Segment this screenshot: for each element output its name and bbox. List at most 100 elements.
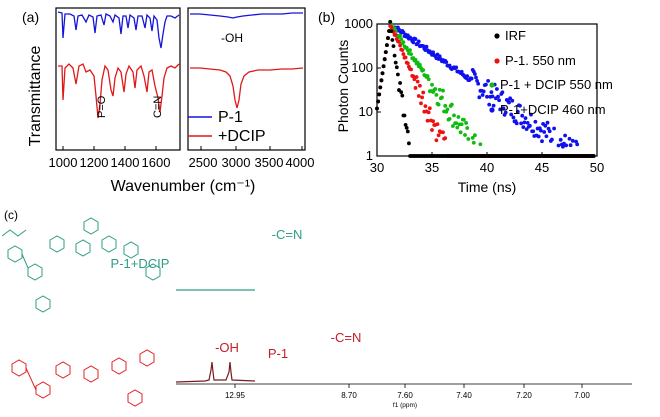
decay-point (389, 29, 394, 34)
decay-point (515, 109, 520, 114)
decay-point (528, 123, 532, 128)
decay-point (522, 120, 527, 125)
decay-point (394, 65, 399, 70)
decay-xtick-label: 45 (535, 160, 549, 175)
nmr-label-p1-dcip: P-1+DCIP (111, 256, 170, 271)
decay-point (459, 122, 464, 127)
ir-annot-oh: -OH (221, 31, 243, 45)
decay-point (434, 138, 439, 143)
decay-point (411, 74, 416, 79)
panel-b-label: (b) (318, 9, 335, 25)
decay-point (437, 54, 442, 59)
ir-left-ticks (62, 146, 157, 150)
decay-point (469, 76, 474, 81)
panel-a: (a) Transmittance 1000 1200 1400 1600 25… (22, 7, 315, 195)
decay-point (399, 37, 404, 41)
decay-point (396, 72, 400, 77)
panel-a-ylabel: Transmittance (27, 46, 44, 147)
ir-series-dcip-right (190, 67, 304, 109)
nmr-tick-7.00: 7.00 (574, 391, 590, 400)
decay-point (375, 106, 379, 111)
decay-point (543, 123, 548, 128)
nmr-annot-oh: -OH (215, 340, 239, 355)
decay-point (397, 39, 401, 44)
decay-point (455, 125, 460, 130)
decay-point (420, 95, 424, 100)
decay-point (529, 112, 533, 117)
ir-xlabel: Wavenumber (cm⁻¹) (111, 178, 256, 195)
ir-left-tick-1000: 1000 (49, 155, 78, 170)
decay-point (398, 81, 402, 85)
decay-point (570, 138, 575, 143)
decay-xtick-label: 40 (480, 160, 494, 175)
decay-point (558, 137, 563, 142)
decay-point (458, 130, 463, 135)
ir-left-tick-1400: 1400 (111, 155, 140, 170)
decay-point (441, 88, 445, 93)
decay-point (391, 44, 396, 48)
decay-point (519, 121, 523, 126)
decay-point (501, 106, 506, 111)
nmr-tick-7.40: 7.40 (456, 391, 472, 400)
decay-point (508, 96, 512, 101)
decay-point (388, 19, 393, 24)
decay-point (575, 142, 580, 147)
decay-point (413, 86, 418, 90)
decay-point (561, 144, 565, 149)
nmr-series-p1 (175, 361, 256, 383)
ir-left-tick-1200: 1200 (80, 155, 109, 170)
ir-right-ticks (200, 146, 303, 150)
ir-right-axes (187, 7, 306, 151)
decay-point (491, 103, 496, 108)
decay-point (539, 128, 543, 133)
decay-point (398, 33, 402, 38)
decay-point (401, 40, 406, 45)
decay-point (435, 122, 440, 127)
ir-right-tick-4000: 4000 (286, 155, 315, 170)
decay-point (500, 90, 505, 95)
decay-point (523, 116, 528, 121)
decay-point (514, 121, 519, 126)
decay-point (443, 136, 448, 141)
decay-point (511, 115, 516, 120)
decay-point (445, 107, 450, 112)
decay-point (403, 55, 408, 60)
decay-point (497, 98, 501, 103)
decay-point (480, 93, 485, 97)
decay-point (413, 57, 418, 62)
decay-point (418, 83, 422, 88)
decay-point (398, 43, 402, 48)
decay-ytick-label: 10 (359, 104, 373, 119)
decay-point (404, 126, 409, 130)
nmr-tick-12.95: 12.95 (225, 391, 246, 400)
decay-point (464, 121, 468, 125)
decay-xtick-label: 35 (425, 160, 439, 175)
decay-point (466, 137, 471, 141)
decay-point (481, 89, 486, 94)
nmr-label-p1: P-1 (268, 346, 288, 361)
decay-point (533, 119, 538, 124)
decay-point (524, 127, 529, 132)
decay-point (431, 50, 435, 55)
ir-right-tick-3000: 3000 (222, 155, 251, 170)
decay-legend: IRF P-1. 550 nm P-1 + DCIP 550 nm P-1+DCIP … (489, 28, 613, 117)
decay-point (426, 110, 431, 115)
decay-point (452, 113, 456, 118)
decay-point (521, 125, 526, 130)
decay-point (416, 94, 421, 98)
decay-point (380, 71, 385, 76)
decay-point (556, 143, 561, 148)
decay-point (426, 77, 431, 82)
decay-ytick-label: 100 (351, 60, 373, 75)
decay-point (449, 102, 454, 107)
decay-point (489, 90, 494, 95)
decay-ticks: 30 35 40 45 50 1 10 100 1000 (344, 16, 604, 175)
decay-point (382, 57, 387, 62)
panel-c: (c) (1, 208, 632, 409)
decay-point (473, 133, 477, 138)
decay-point (536, 134, 541, 139)
decay-point (401, 52, 406, 56)
ir-right-tick-2500: 2500 (189, 155, 218, 170)
decay-point (525, 120, 530, 125)
decay-point (376, 99, 380, 104)
